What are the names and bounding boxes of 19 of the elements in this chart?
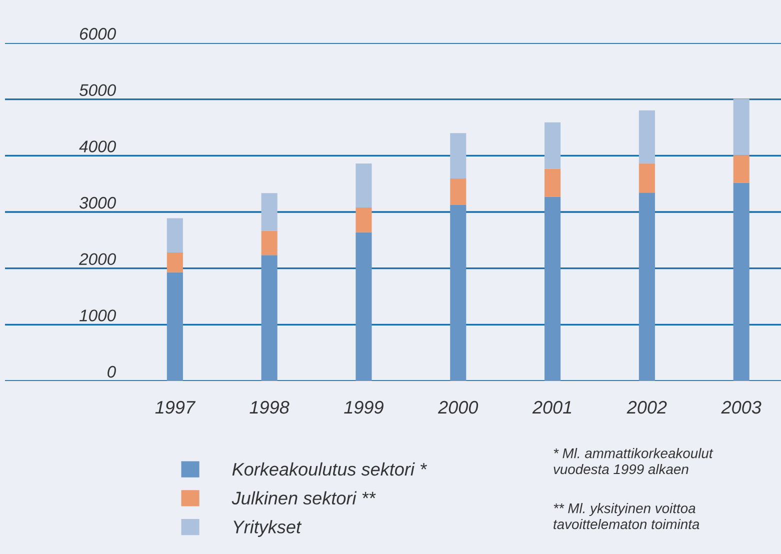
legend-label: Julkinen sektori ** bbox=[232, 491, 376, 505]
y-tick-label: 1000 bbox=[79, 310, 116, 322]
y-tick-label: 4000 bbox=[79, 140, 116, 152]
x-tick-label: 2003 bbox=[721, 400, 762, 414]
x-tick-label: 2002 bbox=[626, 400, 667, 414]
text: ** Ml. yksityinen voittoa tavoittelematon toiminta bbox=[554, 503, 700, 530]
x-tick-label: 1998 bbox=[250, 400, 290, 414]
y-tick-label: 2000 bbox=[78, 253, 116, 266]
x-tick-label: 2000 bbox=[438, 400, 478, 414]
legend-label: Korkeakoulutus sektori * bbox=[232, 462, 427, 476]
y-tick-label: 3000 bbox=[79, 196, 116, 209]
x-tick-label: 1999 bbox=[344, 400, 384, 414]
x-tick-label: 1997 bbox=[155, 400, 196, 414]
y-tick-label: 0 bbox=[108, 366, 116, 378]
text: * Ml. ammattikorkeakoulut vuodesta 1999 alkaen bbox=[554, 448, 714, 474]
x-tick-label: 2001 bbox=[532, 400, 572, 414]
y-tick-label: 6000 bbox=[80, 28, 116, 40]
y-tick-label: 5000 bbox=[79, 84, 116, 96]
legend-label: Yritykset bbox=[234, 520, 302, 537]
